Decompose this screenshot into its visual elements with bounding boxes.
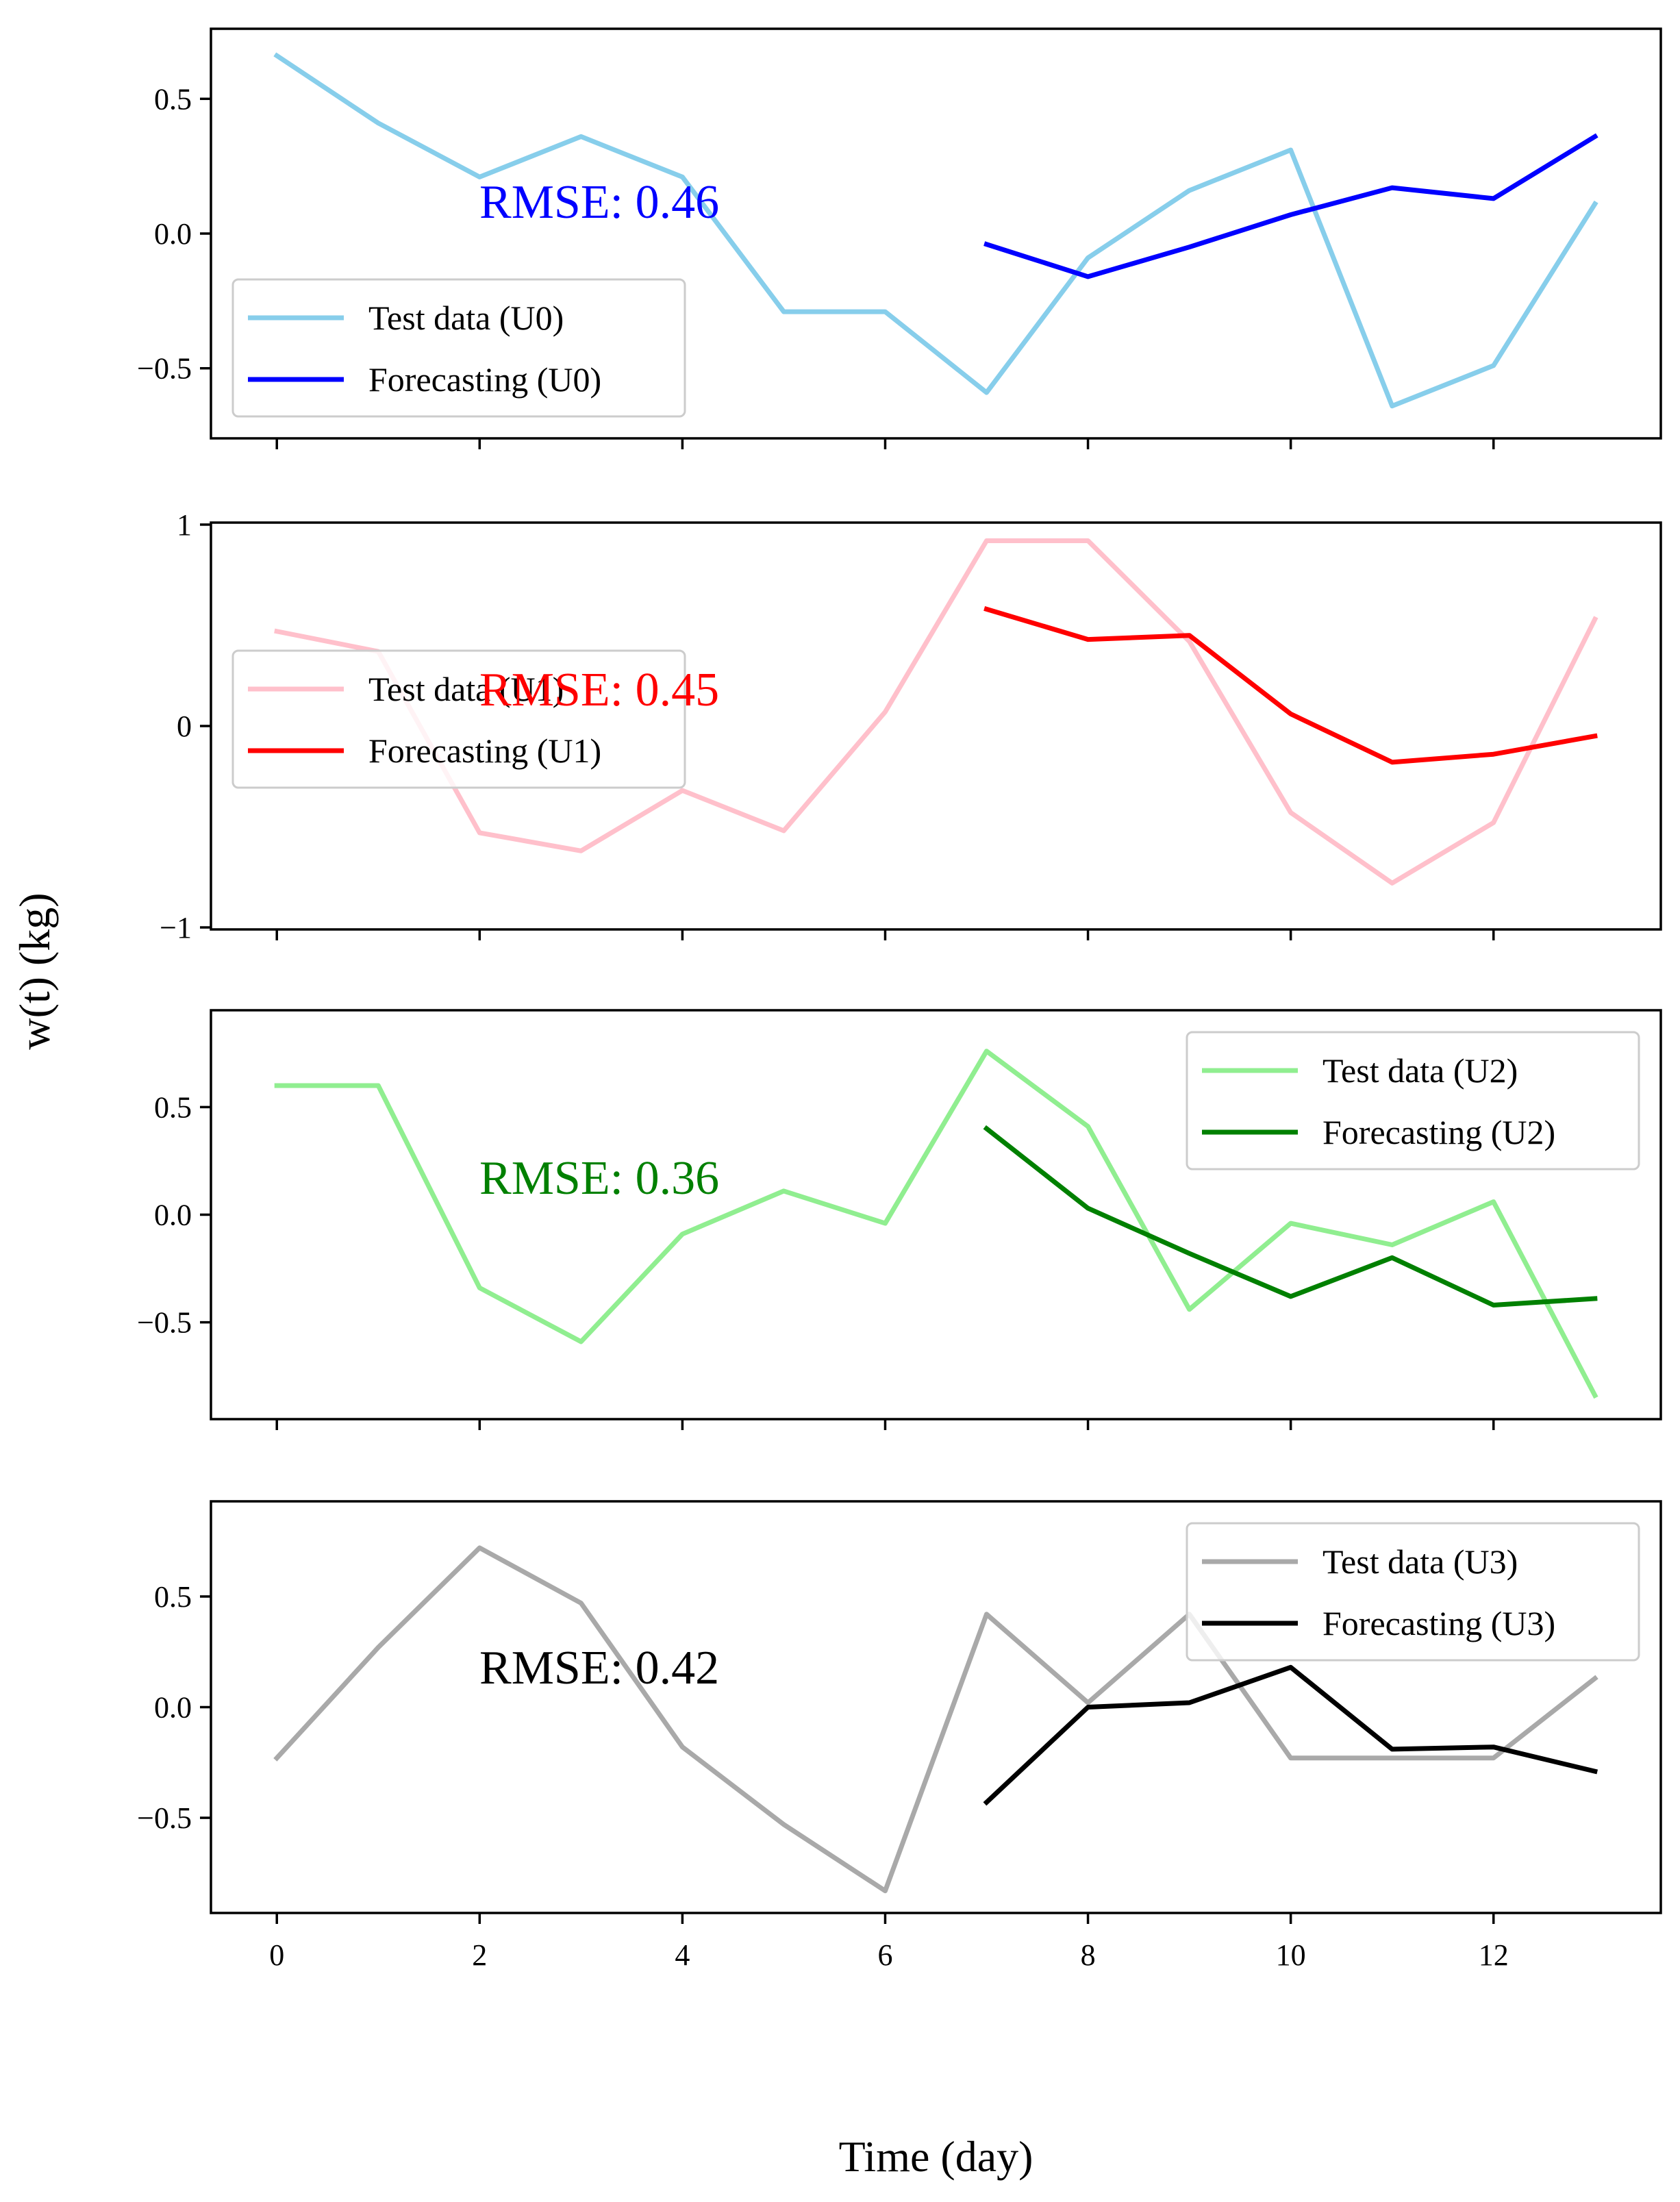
legend-label: Forecasting (U3) xyxy=(1322,1604,1555,1642)
legend-u3: Test data (U3) Forecasting (U3) xyxy=(1186,1522,1640,1662)
x-tick-label: 8 xyxy=(1081,1938,1096,1972)
legend-label: Test data (U2) xyxy=(1322,1051,1518,1090)
x-tick-label: 6 xyxy=(877,1938,892,1972)
series-test-data-u2 xyxy=(274,1049,1598,1399)
legend-label: Test data (U1) xyxy=(368,670,564,708)
y-tick-label: 0.0 xyxy=(154,1199,192,1232)
series-forecasting-u2 xyxy=(983,1125,1598,1308)
x-tick-label: 0 xyxy=(269,1938,284,1972)
y-tick-label: −0.5 xyxy=(137,1306,192,1340)
x-tick-label: 4 xyxy=(675,1938,690,1972)
series-test-data-u3 xyxy=(273,1545,1598,1894)
series-forecasting-u3 xyxy=(983,1664,1598,1806)
y-axis-title: w(t) (kg) xyxy=(10,892,59,1049)
series-test-data-u0 xyxy=(273,52,1598,409)
legend-u2: Test data (U2) Forecasting (U2) xyxy=(1186,1031,1640,1171)
y-tick-label: 1 xyxy=(177,508,192,542)
legend-box xyxy=(231,278,686,418)
panel-u3: 0 2 4 6 8 10 12 0.5 0.0 −0.5 Test data (U3) Forecas… xyxy=(137,1500,1662,1972)
legend-label: Test data (U0) xyxy=(368,299,564,337)
legend-box xyxy=(1186,1031,1640,1171)
x-axis-title: Time (day) xyxy=(839,2132,1033,2181)
y-tick-label: 0.0 xyxy=(154,217,192,251)
legend-label: Test data (U3) xyxy=(1322,1542,1518,1581)
y-tick-label: 0.5 xyxy=(154,82,192,116)
legend-label: Forecasting (U2) xyxy=(1322,1113,1555,1151)
x-tick-label: 12 xyxy=(1479,1938,1509,1972)
y-tick-label: 0.0 xyxy=(154,1691,192,1725)
legend-box xyxy=(231,649,686,789)
y-tick-label: −0.5 xyxy=(137,1801,192,1835)
x-tick-label: 2 xyxy=(472,1938,487,1972)
y-tick-label: 0.5 xyxy=(154,1580,192,1614)
panel-u1: 1 0 −1 Test data (U1) Forecasting (U1) RMSE: … xyxy=(160,508,1662,944)
legend-label: Forecasting (U0) xyxy=(368,360,601,399)
series-test-data-u1 xyxy=(274,538,1598,886)
legend-label: Forecasting (U1) xyxy=(368,731,601,770)
series-forecasting-u0 xyxy=(983,133,1598,279)
rmse-annotation-u2: RMSE: 0.36 xyxy=(479,1152,719,1205)
y-tick-label: −1 xyxy=(160,911,192,944)
rmse-annotation-u1: RMSE: 0.45 xyxy=(479,664,719,716)
panel-u0: 0.5 0.0 −0.5 Test data (U0) Forecasting (U0)… xyxy=(137,27,1662,449)
legend-u0: Test data (U0) Forecasting (U0) xyxy=(231,278,686,418)
panel-u2: 0.5 0.0 −0.5 Test data (U2) Forecasting (U2)… xyxy=(137,1009,1662,1430)
y-tick-label: −0.5 xyxy=(137,352,192,386)
legend-u1: Test data (U1) Forecasting (U1) xyxy=(231,649,686,789)
y-tick-label: 0.5 xyxy=(154,1090,192,1124)
rmse-annotation-u0: RMSE: 0.46 xyxy=(479,176,719,229)
x-tick-label: 10 xyxy=(1276,1938,1306,1972)
series-forecasting-u1 xyxy=(983,606,1598,765)
rmse-annotation-u3: RMSE: 0.42 xyxy=(479,1642,719,1694)
y-tick-label: 0 xyxy=(177,710,192,743)
legend-box xyxy=(1186,1522,1640,1662)
